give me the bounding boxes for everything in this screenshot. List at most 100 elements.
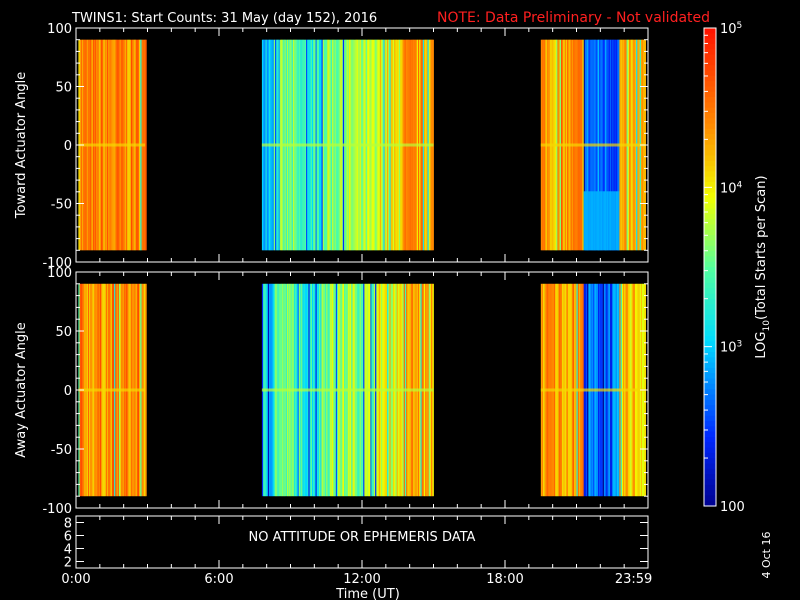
data-column-lower (601, 191, 604, 251)
data-column-lower (598, 191, 600, 251)
colorbar-band (704, 224, 716, 231)
colorbar-band (704, 330, 716, 337)
colorbar-band (704, 484, 716, 491)
colorbar-band (704, 203, 716, 210)
x-tick-label: 6:00 (204, 572, 233, 587)
data-column-lower (602, 191, 605, 251)
data-column-lower (596, 191, 599, 251)
colorbar-band (704, 463, 716, 470)
colorbar-band (704, 442, 716, 449)
x-tick-label: 18:00 (486, 572, 523, 587)
data-block (78, 39, 147, 251)
colorbar-band (704, 325, 716, 332)
data-column-lower (611, 191, 613, 251)
colorbar-label: LOG10(Total Starts per Scan) (754, 175, 772, 358)
data-column-lower (599, 191, 601, 251)
y-tick-label: 50 (55, 325, 72, 340)
colorbar-band (704, 346, 716, 353)
y-axis-label: Toward Actuator Angle (14, 72, 29, 219)
colorbar-band (704, 229, 716, 236)
data-column-lower (615, 191, 618, 251)
data-column-lower (588, 191, 590, 251)
colorbar-band (704, 213, 716, 220)
colorbar-band (704, 468, 716, 475)
zero-angle-band (261, 388, 434, 392)
data-column-lower (584, 191, 587, 251)
colorbar-band (704, 65, 716, 72)
y-axis-label: Away Actuator Angle (14, 322, 29, 457)
data-column-lower (618, 191, 620, 251)
colorbar-band (704, 383, 716, 390)
data-column-lower (593, 191, 595, 251)
data-column-lower (617, 191, 619, 251)
colorbar-band (704, 394, 716, 401)
colorbar-band (704, 28, 716, 34)
y-tick-label: 6 (64, 530, 72, 545)
colorbar-band (704, 97, 716, 103)
data-column-lower (603, 191, 606, 251)
y-tick-label: -100 (42, 256, 72, 271)
colorbar-band (704, 282, 716, 289)
colorbar-band (704, 341, 716, 348)
colorbar-band (704, 362, 716, 369)
zero-angle-band (78, 143, 146, 147)
colorbar-band (704, 378, 716, 385)
colorbar-band (704, 293, 716, 300)
data-column-lower (609, 191, 612, 251)
colorbar-tick-label: 105 (720, 21, 742, 37)
colorbar-band (704, 150, 716, 157)
data-block (540, 39, 646, 251)
panels: 100 50 0 -50 -100 Toward Actuator Angle 100 50 0… (14, 22, 649, 571)
y-tick-label: -50 (51, 198, 72, 213)
data-column-lower (606, 191, 608, 251)
colorbar-band (704, 267, 716, 273)
data-column-lower (612, 191, 614, 251)
preliminary-note: NOTE: Data Preliminary - Not validated (437, 10, 710, 26)
colorbar-band (704, 367, 716, 374)
colorbar-band (704, 144, 716, 151)
data-block (261, 39, 434, 251)
y-tick-label: 4 (64, 543, 72, 558)
colorbar-band (704, 288, 716, 295)
data-column-lower (587, 191, 589, 251)
colorbar-band (704, 113, 716, 119)
colorbar-band (704, 192, 716, 199)
data-column-lower (589, 191, 592, 251)
colorbar-band (704, 240, 716, 247)
data-column-lower (586, 191, 588, 251)
y-tick-label: 0 (64, 139, 72, 154)
colorbar-band (704, 118, 716, 125)
data-block (540, 283, 646, 497)
colorbar: 105 104 103 100 LOG10(Total Starts per Scan) (703, 21, 772, 515)
zero-angle-band (261, 143, 434, 147)
colorbar-band (704, 134, 716, 141)
colorbar-band (704, 373, 716, 380)
y-tick-label: 100 (47, 22, 72, 37)
data-column (145, 283, 147, 497)
colorbar-band (704, 166, 716, 172)
data-column-lower (592, 191, 594, 251)
y-tick-label: 2 (64, 556, 72, 571)
colorbar-band (704, 256, 716, 263)
colorbar-band (704, 198, 716, 204)
y-tick-label: -100 (42, 502, 72, 517)
x-tick-label: 23:59 (615, 572, 652, 587)
colorbar-band (704, 426, 716, 433)
colorbar-band (704, 405, 716, 411)
colorbar-band (704, 352, 716, 358)
panel-1: 100 50 0 -50 -100 Toward Actuator Angle (14, 22, 649, 271)
colorbar-band (704, 479, 716, 486)
colorbar-band (704, 123, 716, 130)
data-column-lower (613, 191, 615, 251)
colorbar-band (704, 187, 716, 194)
colorbar-band (704, 490, 716, 496)
colorbar-band (704, 309, 716, 316)
colorbar-band (704, 155, 716, 162)
colorbar-band (704, 500, 716, 507)
data-column-lower (600, 191, 602, 251)
colorbar-band (704, 389, 716, 396)
colorbar-band (704, 336, 716, 342)
x-tick-label: 0:00 (61, 572, 90, 587)
colorbar-band (704, 421, 716, 427)
